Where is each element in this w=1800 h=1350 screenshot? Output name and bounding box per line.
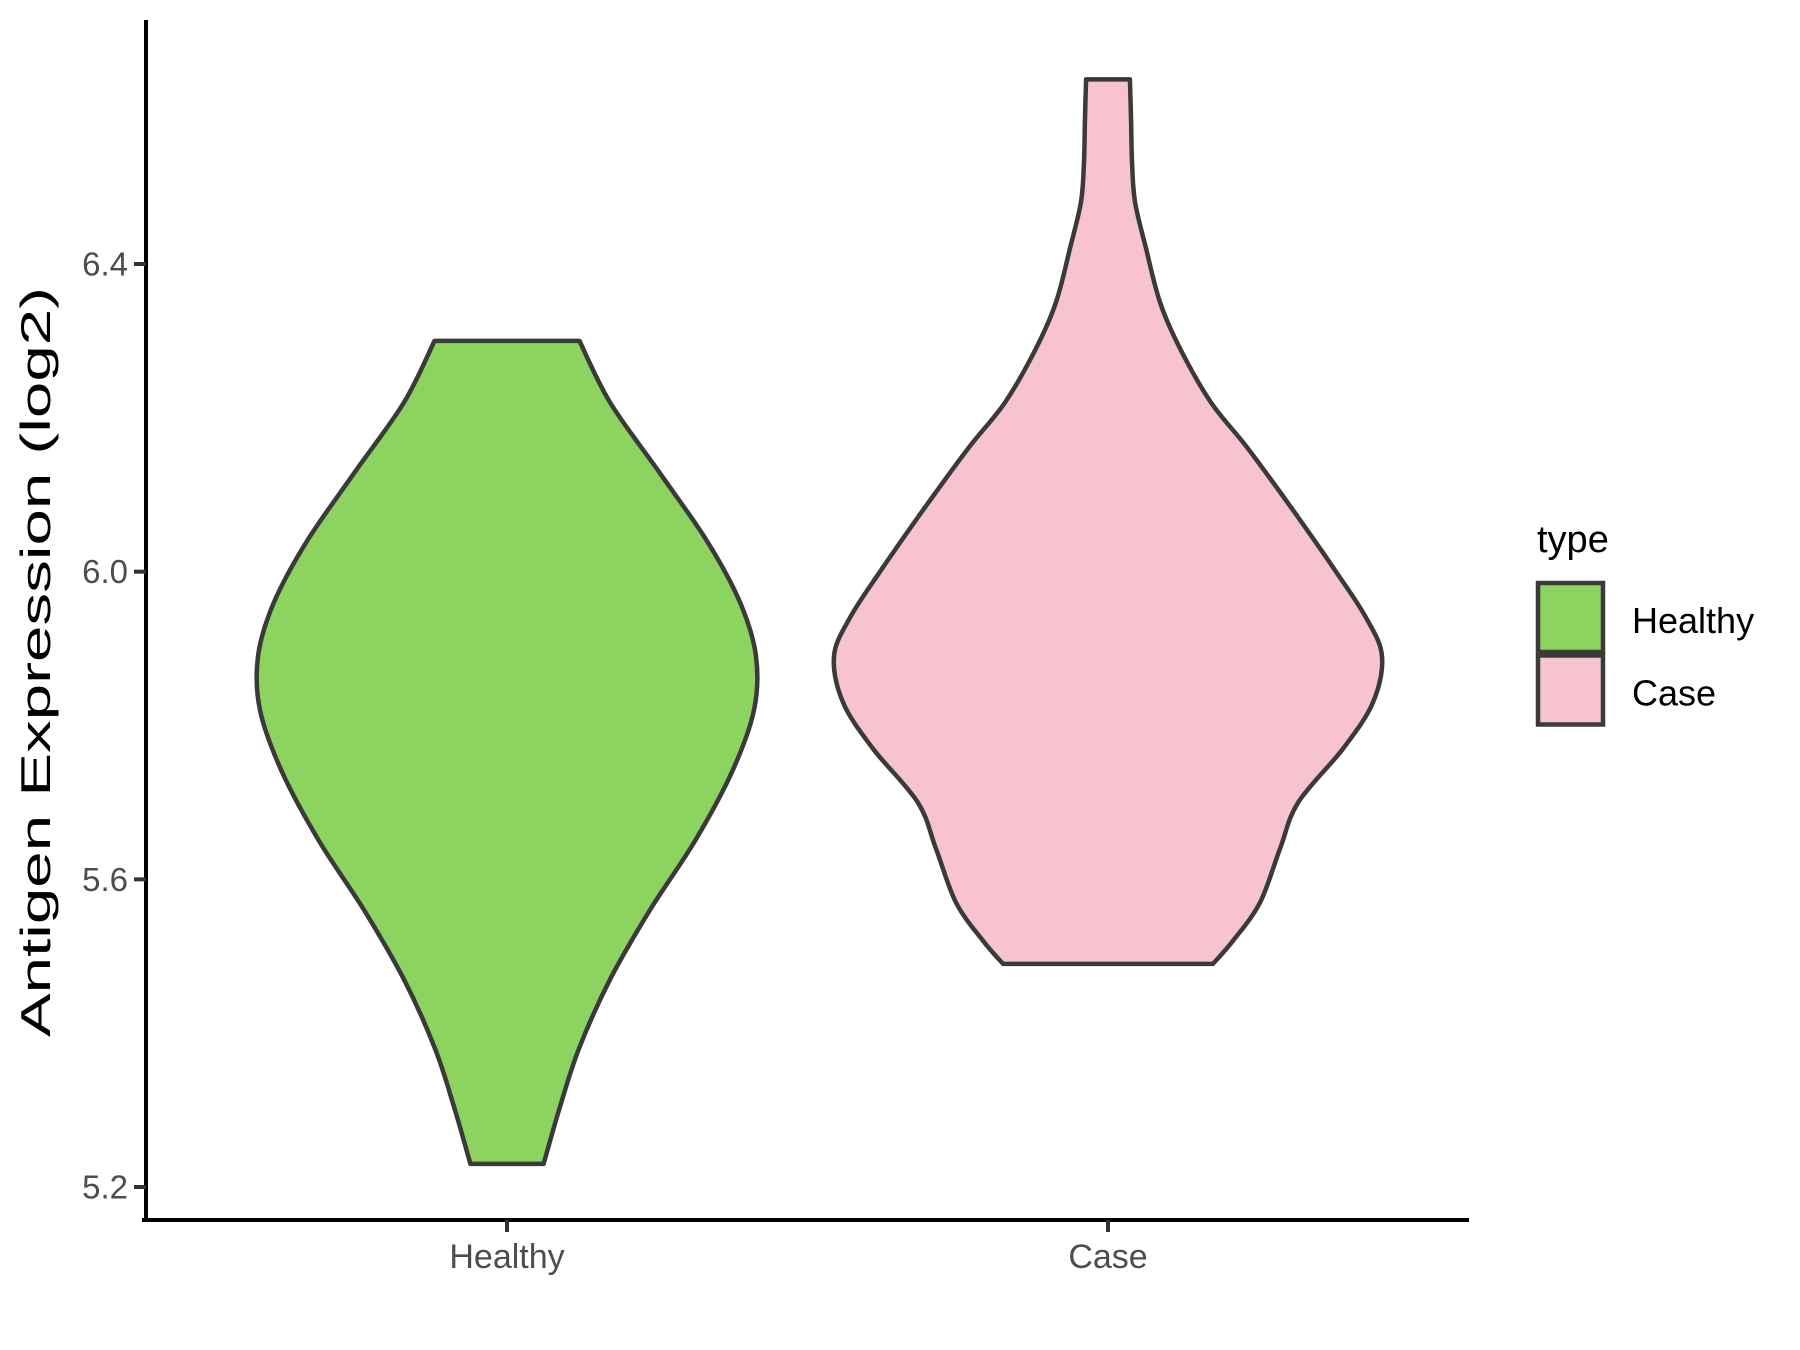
y-tick-label-6.4: 6.4 (82, 246, 128, 283)
legend-entries: Healthy Case (1535, 580, 1754, 727)
y-ticks-group: 6.4 6.0 5.6 5.2 (82, 246, 146, 1206)
violin-case (831, 77, 1385, 967)
x-tick-label-healthy: Healthy (449, 1238, 564, 1276)
y-tick-label-5.2: 5.2 (82, 1169, 128, 1206)
y-tick-label-6: 6.0 (82, 553, 128, 590)
legend-label-healthy: Healthy (1632, 600, 1754, 641)
y-tick-label-5.6: 5.6 (82, 861, 128, 898)
x-tick-label-case: Case (1068, 1238, 1147, 1276)
legend-title: type (1537, 519, 1609, 561)
legend-key-healthy (1535, 580, 1606, 655)
violins-group (254, 77, 1385, 1167)
legend-key-case (1535, 653, 1606, 727)
axes-group: 6.4 6.0 5.6 5.2 Healthy Case (82, 20, 1469, 1276)
x-ticks-group: Healthy Case (449, 1220, 1148, 1276)
legend-label-case: Case (1632, 673, 1716, 714)
y-axis-title: Antigen Expression (log2) (12, 287, 59, 1037)
legend: type Healthy Case (1535, 519, 1754, 727)
violin-healthy (254, 338, 760, 1167)
